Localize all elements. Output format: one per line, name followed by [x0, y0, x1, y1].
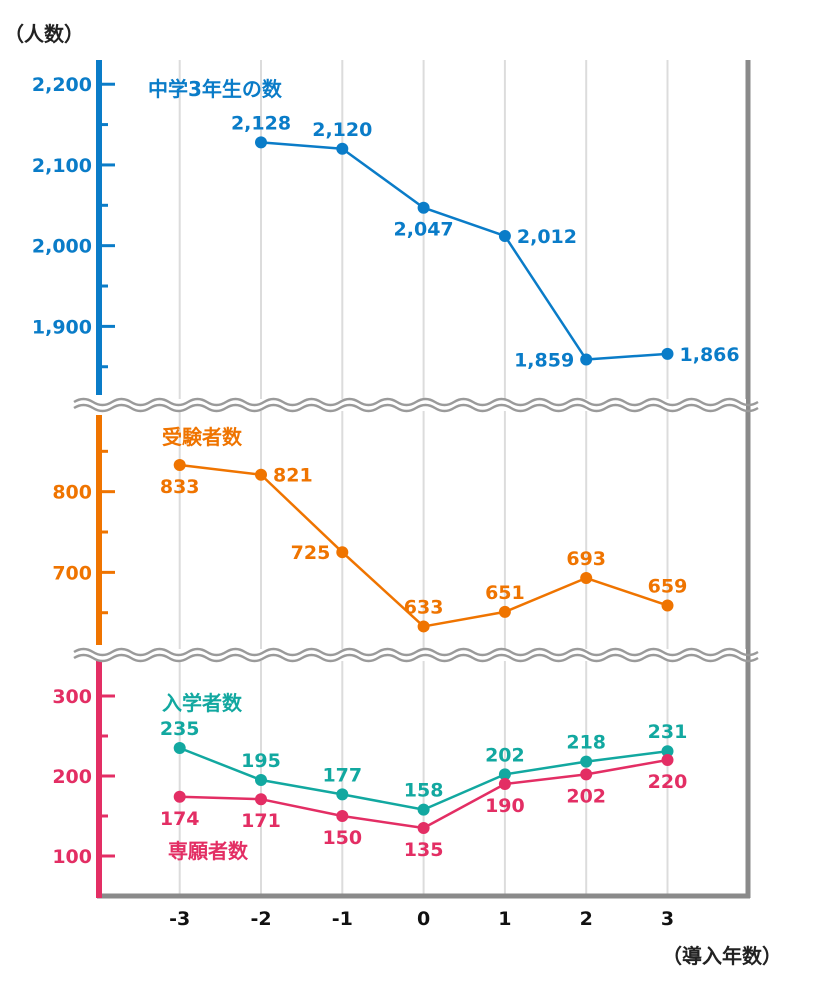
data-point: [661, 347, 674, 360]
data-label: 633: [404, 596, 444, 618]
y-tick-label-middle: 700: [52, 562, 92, 584]
data-label: 693: [566, 548, 606, 570]
data-point: [173, 459, 186, 472]
data-point: [661, 745, 674, 758]
data-point: [498, 605, 511, 618]
data-label: 218: [566, 732, 606, 754]
y-tick-label-bottom: 200: [52, 766, 92, 788]
data-label: 171: [241, 810, 281, 832]
data-point: [255, 793, 267, 806]
series-name-label: 受験者数: [162, 425, 243, 449]
data-label: 190: [485, 795, 525, 817]
data-point: [417, 822, 430, 834]
data-label: 150: [322, 827, 362, 849]
y-tick-label-bottom: 100: [52, 846, 92, 868]
data-point: [498, 778, 511, 790]
data-point: [417, 201, 430, 214]
data-label: 231: [648, 721, 688, 743]
data-label: 135: [404, 839, 444, 861]
data-point: [255, 468, 267, 481]
x-tick-label: -3: [169, 908, 190, 930]
x-unit-label: （導入年数）: [662, 944, 782, 968]
data-point: [336, 142, 349, 155]
y-tick-label-top: 1,900: [32, 316, 92, 338]
data-label: 725: [291, 542, 331, 564]
data-point: [336, 810, 349, 822]
data-label: 821: [273, 465, 313, 487]
data-point: [255, 136, 267, 149]
x-tick-label: 0: [417, 908, 430, 930]
data-label: 2,047: [394, 219, 454, 241]
axis-layer: [96, 60, 751, 899]
data-label: 2,012: [517, 226, 577, 248]
data-label: 1,866: [680, 344, 740, 366]
x-tick-label: -1: [332, 908, 353, 930]
data-point: [255, 774, 267, 786]
break-layer: [73, 397, 759, 663]
data-point: [580, 768, 593, 781]
data-label: 202: [566, 785, 606, 807]
axis-break-0: [73, 397, 759, 413]
data-point: [336, 546, 349, 559]
series-name-label: 専願者数: [168, 839, 249, 863]
data-point: [580, 572, 593, 585]
data-point: [661, 754, 674, 766]
data-label: 659: [648, 575, 688, 597]
y-tick-label-top: 2,200: [32, 74, 92, 96]
data-label: 2,128: [231, 112, 291, 134]
data-label: 177: [322, 764, 362, 786]
data-point: [498, 229, 511, 242]
y-tick-label-middle: 800: [52, 482, 92, 504]
data-point: [173, 790, 186, 803]
series-line-top-0: [260, 141, 668, 361]
x-tick-label: 1: [498, 908, 511, 930]
data-label: 235: [160, 718, 200, 740]
data-label: 158: [404, 780, 444, 802]
data-label: 651: [485, 582, 525, 604]
y-tick-label-bottom: 300: [52, 686, 92, 708]
series-name-label: 入学者数: [162, 691, 243, 715]
data-point: [173, 742, 186, 754]
series-layer: [173, 136, 674, 834]
y-tick-label-top: 2,100: [32, 155, 92, 177]
data-point: [336, 788, 349, 801]
text-layer: -3 -2 -1 0 1 2 3 1,900 2,000 2,100 2,200 2,128 2,120…: [32, 74, 740, 930]
data-label: 1,859: [514, 349, 574, 371]
x-tick-label: 3: [661, 908, 674, 930]
data-label: 174: [160, 808, 200, 830]
data-point: [417, 620, 430, 633]
y-tick-label-top: 2,000: [32, 236, 92, 258]
x-tick-label: -2: [250, 908, 271, 930]
series-name-label: 中学3年生の数: [148, 77, 283, 101]
data-label: 202: [485, 744, 525, 766]
data-point: [417, 803, 430, 816]
data-label: 195: [241, 750, 281, 772]
data-point: [580, 755, 593, 768]
data-label: 2,120: [312, 119, 372, 141]
data-point: [498, 768, 511, 781]
data-point: [580, 353, 593, 366]
data-label: 833: [160, 476, 200, 498]
axis-break-1: [73, 647, 759, 663]
data-label: 220: [648, 771, 688, 793]
data-point: [661, 599, 674, 612]
y-unit-label: （人数）: [4, 22, 84, 46]
x-tick-label: 2: [580, 908, 593, 930]
